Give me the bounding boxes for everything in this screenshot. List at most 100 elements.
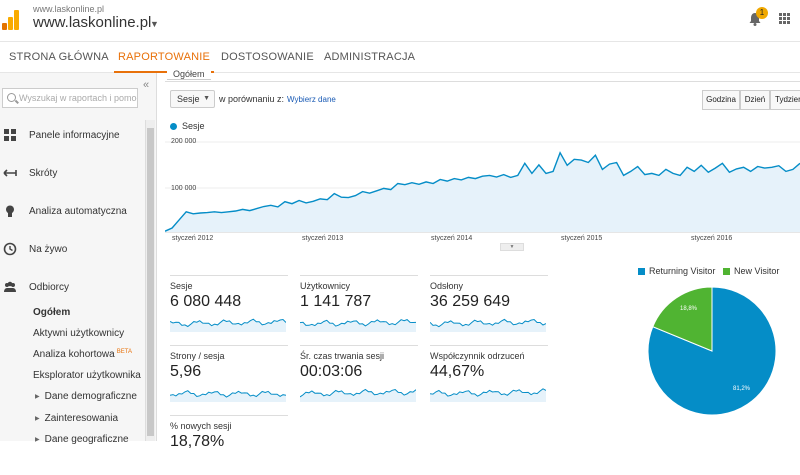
metric-card-pages-per-session[interactable]: Strony / sesja 5,96 — [170, 345, 288, 405]
caret-down-icon[interactable]: ▼ — [150, 19, 159, 29]
expand-triangle-icon: ▶ — [35, 437, 40, 443]
chart-resize-handle[interactable]: ▼ — [500, 243, 524, 251]
sidebar-item-label: Odbiorcy — [29, 282, 70, 293]
sparkline — [300, 319, 416, 332]
metric-select[interactable]: Sesje ▼ — [170, 90, 215, 108]
legend-dot — [170, 123, 177, 130]
lightbulb-icon — [6, 205, 14, 217]
visitor-type-pie-chart[interactable] — [642, 281, 782, 421]
sidebar-subitem-label: Analiza kohortowa — [33, 349, 115, 360]
account-url: www.laskonline.pl — [33, 4, 105, 14]
pie-legend-returning: Returning Visitor — [638, 266, 715, 276]
metric-label: % nowych sesji — [170, 421, 232, 431]
sidebar-subitem-interests[interactable]: ▶ Zainteresowania — [35, 413, 118, 424]
tab-home[interactable]: STRONA GŁÓWNA — [9, 51, 109, 63]
pie-legend-label: Returning Visitor — [649, 266, 716, 276]
metric-select-value: Sesje — [177, 94, 200, 104]
metric-label: Odsłony — [430, 281, 464, 291]
sparkline-area — [300, 389, 416, 402]
sparkline-area — [170, 319, 286, 332]
property-selector[interactable]: www.laskonline.pl — [33, 14, 152, 31]
legend-swatch — [723, 267, 730, 275]
sidebar-subitem-overview[interactable]: Ogółem — [33, 307, 71, 318]
people-icon — [4, 281, 16, 292]
expand-triangle-icon: ▶ — [35, 416, 40, 422]
notification-badge: 1 — [756, 7, 768, 19]
sparkline — [300, 388, 416, 402]
sparkline-line — [170, 318, 286, 328]
sparkline-area — [430, 319, 546, 332]
main-nav: STRONA GŁÓWNA RAPORTOWANIE DOSTOSOWANIE … — [0, 41, 800, 74]
y-tick-label: 200 000 — [171, 138, 197, 145]
metric-label: Użytkownicy — [300, 281, 351, 291]
expand-triangle-icon: ▶ — [35, 394, 40, 400]
sessions-area — [165, 152, 800, 232]
pie-slice-label: 18,8% — [680, 306, 698, 312]
sidebar-subitem-active-users[interactable]: Aktywni użytkownicy — [33, 328, 125, 339]
pie-slice-label: 81,2% — [733, 386, 751, 392]
sidebar-item-label: Skróty — [29, 168, 58, 179]
granularity-week-button[interactable]: Tydzień — [770, 90, 800, 110]
granularity-hour-button[interactable]: Godzina — [702, 90, 740, 110]
pie-legend-label: New Visitor — [734, 266, 780, 276]
x-tick-label: styczeń 2015 — [561, 235, 603, 242]
sparkline-line — [170, 390, 286, 398]
tab-admin[interactable]: ADMINISTRACJA — [324, 51, 416, 63]
sidebar-subitem-user-explorer[interactable]: Eksplorator użytkownika — [33, 370, 141, 381]
scrollbar-thumb[interactable] — [147, 128, 154, 436]
search-placeholder: Wyszukaj w raportach i pomocy — [19, 93, 137, 103]
beta-badge: BETA — [116, 349, 132, 355]
sidebar-item-label: Panele informacyjne — [29, 130, 120, 141]
metric-value: 18,78% — [170, 433, 225, 450]
sparkline — [430, 318, 546, 332]
collapse-sidebar-icon[interactable]: « — [143, 79, 150, 91]
metric-card-pageviews[interactable]: Odsłony 36 259 649 — [430, 275, 548, 335]
sidebar-item-label: Analiza automatyczna — [29, 206, 127, 217]
sparkline-area — [430, 388, 546, 402]
chevron-down-icon: ▼ — [203, 95, 210, 102]
apps-grid-icon[interactable] — [779, 13, 791, 25]
x-tick-label: styczeń 2016 — [691, 235, 733, 242]
top-header: www.laskonline.pl www.laskonline.pl ▼ 1 — [0, 0, 800, 40]
metric-card-avg-session-duration[interactable]: Śr. czas trwania sesji 00:03:06 — [300, 345, 418, 405]
compare-link[interactable]: Wybierz dane — [287, 95, 336, 104]
metric-label: Współczynnik odrzuceń — [430, 351, 525, 361]
compare-label: w porównaniu z: — [219, 94, 285, 104]
sparkline — [430, 388, 546, 402]
sessions-area-chart[interactable] — [165, 135, 800, 233]
tab-reporting[interactable]: RAPORTOWANIE — [113, 42, 215, 74]
metric-value: 6 080 448 — [170, 293, 242, 310]
granularity-day-button[interactable]: Dzień — [740, 90, 770, 110]
metric-card-new-sessions[interactable]: % nowych sesji 18,78% — [170, 415, 288, 475]
x-tick-label: styczeń 2013 — [302, 235, 344, 242]
shortcut-arrow-icon — [3, 169, 17, 177]
sidebar-subitem-label: Zainteresowania — [44, 413, 118, 424]
pie-slice-new[interactable] — [652, 286, 713, 352]
divider — [165, 81, 800, 82]
metric-value: 44,67% — [430, 363, 485, 380]
tab-customization[interactable]: DOSTOSOWANIE — [221, 51, 314, 63]
sparkline-line — [430, 318, 546, 328]
chart-legend-label: Sesje — [182, 121, 205, 131]
metric-card-bounce-rate[interactable]: Współczynnik odrzuceń 44,67% — [430, 345, 548, 405]
sidebar-item-label: Na żywo — [29, 244, 68, 255]
search-input[interactable]: Wyszukaj w raportach i pomocy — [2, 88, 138, 108]
search-icon — [7, 93, 16, 102]
section-tab[interactable]: Ogółem — [167, 69, 211, 80]
sidebar-scrollbar[interactable] — [145, 120, 155, 441]
analytics-logo-icon[interactable] — [2, 10, 20, 30]
sidebar-subitem-cohort[interactable]: Analiza kohortowa BETA — [33, 349, 132, 360]
sidebar-subitem-geo[interactable]: ▶ Dane geograficzne — [35, 434, 129, 445]
sidebar-subitem-demographics[interactable]: ▶ Dane demograficzne — [35, 391, 137, 402]
metric-card-users[interactable]: Użytkownicy 1 141 787 — [300, 275, 418, 335]
legend-swatch — [638, 267, 645, 275]
sidebar-subitem-label: Dane demograficzne — [44, 391, 137, 402]
sparkline-line — [300, 388, 416, 398]
grid-icon — [4, 129, 16, 141]
x-tick-label: styczeń 2014 — [431, 235, 473, 242]
metric-card-sessions[interactable]: Sesje 6 080 448 — [170, 275, 288, 335]
metric-value: 5,96 — [170, 363, 202, 380]
metric-value: 00:03:06 — [300, 363, 363, 380]
sessions-line — [165, 151, 800, 232]
y-tick-label: 100 000 — [171, 185, 197, 192]
